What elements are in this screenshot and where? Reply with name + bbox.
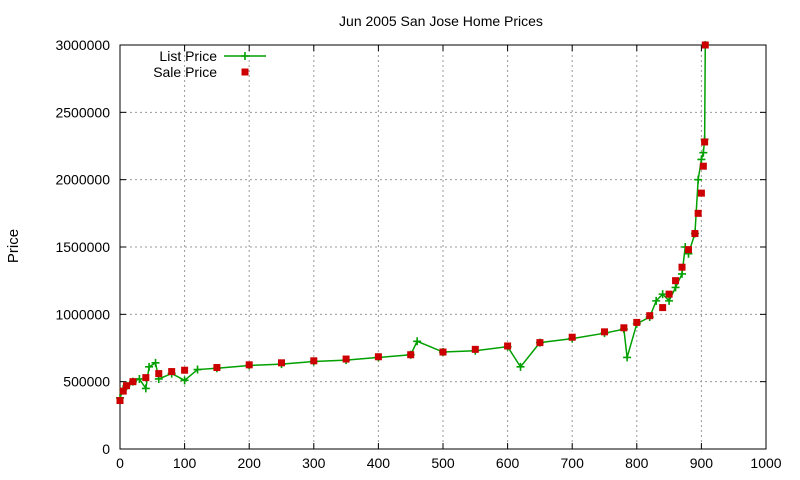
list-price-point xyxy=(665,296,674,305)
sale-price-point xyxy=(181,366,189,374)
sale-price-point xyxy=(665,290,673,298)
sale-price-point xyxy=(678,263,686,271)
list-price-point xyxy=(151,358,160,367)
sale-price-point xyxy=(699,162,707,170)
x-tick-label: 200 xyxy=(238,455,262,471)
y-tick-labels: 0 500000 1000000 1500000 2000000 2500000 30000… xyxy=(55,37,110,457)
sale-price-point xyxy=(697,189,705,197)
x-tick-label: 400 xyxy=(367,455,391,471)
legend: List Price Sale Price xyxy=(153,48,266,80)
grid-lines xyxy=(119,44,767,450)
sale-price-point xyxy=(536,339,544,347)
axis-ticks xyxy=(119,44,767,450)
sale-price-point xyxy=(646,312,654,320)
x-tick-label: 300 xyxy=(302,455,326,471)
sale-price-point xyxy=(659,304,667,312)
sale-price-point xyxy=(129,378,137,386)
sale-price-point xyxy=(245,361,253,369)
x-tick-label: 1000 xyxy=(750,455,781,471)
sale-price-point xyxy=(701,138,709,146)
list-price-point xyxy=(516,362,525,371)
legend-sale-marker xyxy=(241,68,249,76)
sale-price-point xyxy=(168,368,176,376)
sale-price-point xyxy=(407,351,415,359)
sale-price-point xyxy=(374,353,382,361)
y-tick-label: 3000000 xyxy=(55,37,110,53)
sale-price-point xyxy=(213,364,221,372)
y-tick-label: 2500000 xyxy=(55,104,110,120)
sale-price-point xyxy=(471,345,479,353)
y-tick-label: 1500000 xyxy=(55,239,110,255)
legend-list-marker xyxy=(241,52,249,60)
x-tick-label: 700 xyxy=(561,455,585,471)
y-tick-label: 500000 xyxy=(63,374,110,390)
list-price-point xyxy=(180,376,189,385)
list-price-point xyxy=(413,337,422,346)
list-price-point xyxy=(671,283,680,292)
x-tick-label: 500 xyxy=(431,455,455,471)
sale-price-point xyxy=(119,387,127,395)
sale-price-point xyxy=(155,370,163,378)
list-price-point xyxy=(193,365,202,374)
x-tick-label: 600 xyxy=(496,455,520,471)
legend-sample-list-price xyxy=(224,52,266,60)
list-price-point xyxy=(694,175,703,184)
legend-sample-sale-price xyxy=(241,68,249,76)
y-tick-label: 2000000 xyxy=(55,172,110,188)
sale-price-point xyxy=(684,246,692,254)
sale-price-point xyxy=(116,397,124,405)
sale-price-point xyxy=(342,355,350,363)
list-price-point xyxy=(658,290,667,299)
sale-price-point xyxy=(633,318,641,326)
sale-price-point xyxy=(122,382,130,390)
sale-price-point xyxy=(672,277,680,285)
chart-title: Jun 2005 San Jose Home Prices xyxy=(339,13,543,29)
sale-price-point xyxy=(439,348,447,356)
x-tick-labels: 0 100 200 300 400 500 600 700 800 900 1000 xyxy=(116,455,782,471)
sale-price-point xyxy=(504,342,512,350)
list-price-point xyxy=(623,353,632,362)
series-list-price xyxy=(116,41,710,402)
sale-price-point xyxy=(620,324,628,332)
list-price-point xyxy=(697,155,706,164)
list-price-line xyxy=(119,44,707,399)
y-axis-label: Price xyxy=(5,229,22,263)
x-tick-label: 800 xyxy=(625,455,649,471)
list-price-point xyxy=(678,269,687,278)
x-tick-label: 100 xyxy=(173,455,197,471)
sale-price-point xyxy=(601,328,608,336)
y-tick-label: 1000000 xyxy=(55,306,110,322)
legend-label-sale-price: Sale Price xyxy=(153,64,217,80)
sale-price-point xyxy=(701,41,709,49)
list-price-point xyxy=(699,148,708,157)
x-tick-label: 900 xyxy=(690,455,714,471)
list-price-point xyxy=(652,296,661,305)
sale-price-point xyxy=(310,357,318,365)
plot-area xyxy=(116,41,710,405)
y-tick-label: 0 xyxy=(102,441,110,457)
sale-price-point xyxy=(142,374,150,382)
sale-price-point xyxy=(278,359,285,367)
sale-price-point xyxy=(691,230,699,238)
list-price-point xyxy=(145,362,154,371)
x-tick-label: 0 xyxy=(116,455,124,471)
legend-label-list-price: List Price xyxy=(159,48,217,64)
list-price-point xyxy=(135,374,144,383)
series-sale-price xyxy=(116,41,709,405)
sale-price-point xyxy=(568,333,576,341)
sale-price-point xyxy=(694,209,702,217)
list-price-point xyxy=(141,384,150,393)
